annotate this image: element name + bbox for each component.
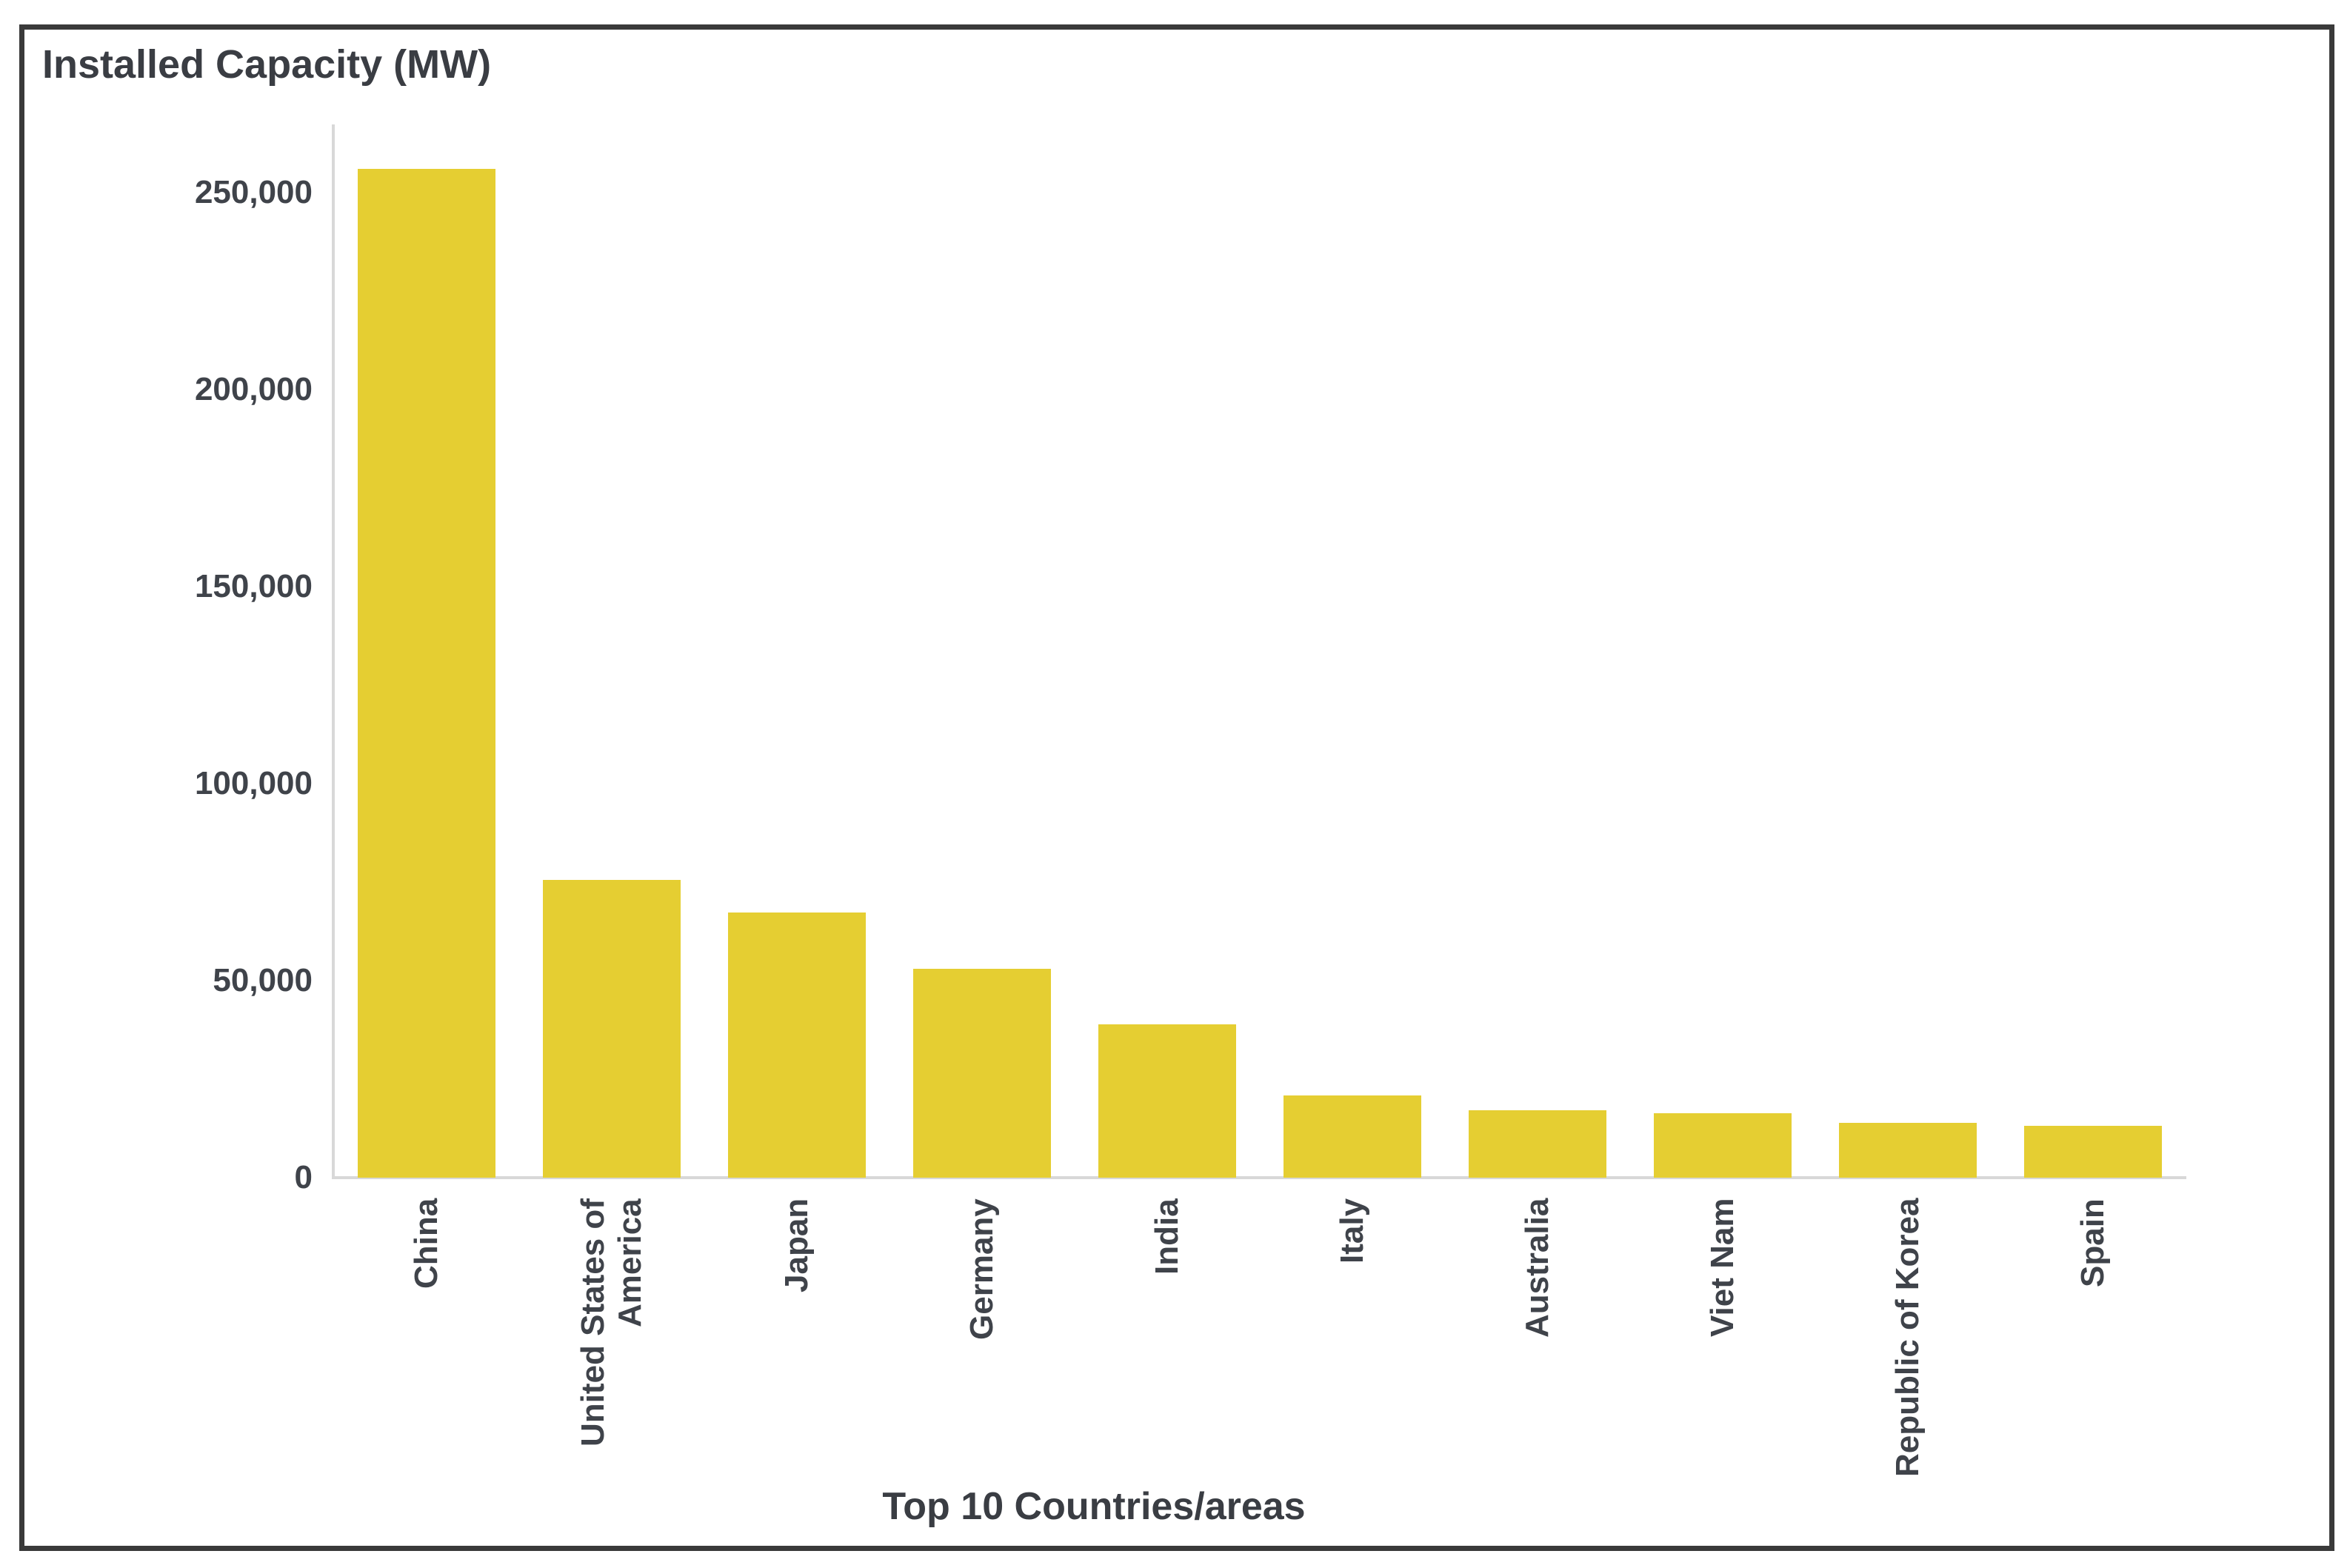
x-axis-line — [332, 1176, 2186, 1179]
x-tick-label-text: Viet Nam — [1703, 1198, 1740, 1338]
bar-india[interactable] — [1098, 1024, 1236, 1178]
x-tick-label-viet-nam: Viet Nam — [1641, 1198, 1804, 1547]
y-tick-label-0: 0 — [294, 1159, 313, 1195]
y-tick-label-100000: 100,000 — [194, 765, 313, 801]
y-tick-label-200000: 200,000 — [194, 371, 313, 407]
bar-china[interactable] — [358, 169, 495, 1178]
bar-japan[interactable] — [728, 913, 866, 1178]
y-tick-label-150000: 150,000 — [194, 568, 313, 604]
x-tick-label-china: China — [345, 1198, 508, 1547]
x-tick-label-text: Republic of Korea — [1889, 1198, 1926, 1478]
y-axis-line — [332, 124, 335, 1179]
bar-italy[interactable] — [1284, 1095, 1421, 1178]
bar-australia[interactable] — [1469, 1110, 1606, 1178]
y-tick-label-250000: 250,000 — [194, 174, 313, 210]
bar-viet-nam[interactable] — [1654, 1113, 1792, 1178]
x-tick-label-text: Spain — [2074, 1198, 2111, 1287]
bar-republic-of-korea[interactable] — [1839, 1123, 1977, 1178]
x-axis-title: Top 10 Countries/areas — [882, 1485, 1306, 1528]
x-tick-label-text: United States of America — [574, 1198, 648, 1447]
chart-title: Installed Capacity (MW) — [42, 42, 492, 87]
x-tick-label-spain: Spain — [2012, 1198, 2174, 1547]
y-tick-label-50000: 50,000 — [213, 962, 313, 998]
bar-spain[interactable] — [2024, 1126, 2162, 1178]
bar-united-states-of-america[interactable] — [543, 880, 681, 1178]
x-tick-label-republic-of-korea: Republic of Korea — [1826, 1198, 1989, 1547]
bar-germany[interactable] — [913, 969, 1051, 1178]
x-tick-label-text: China — [407, 1198, 444, 1290]
